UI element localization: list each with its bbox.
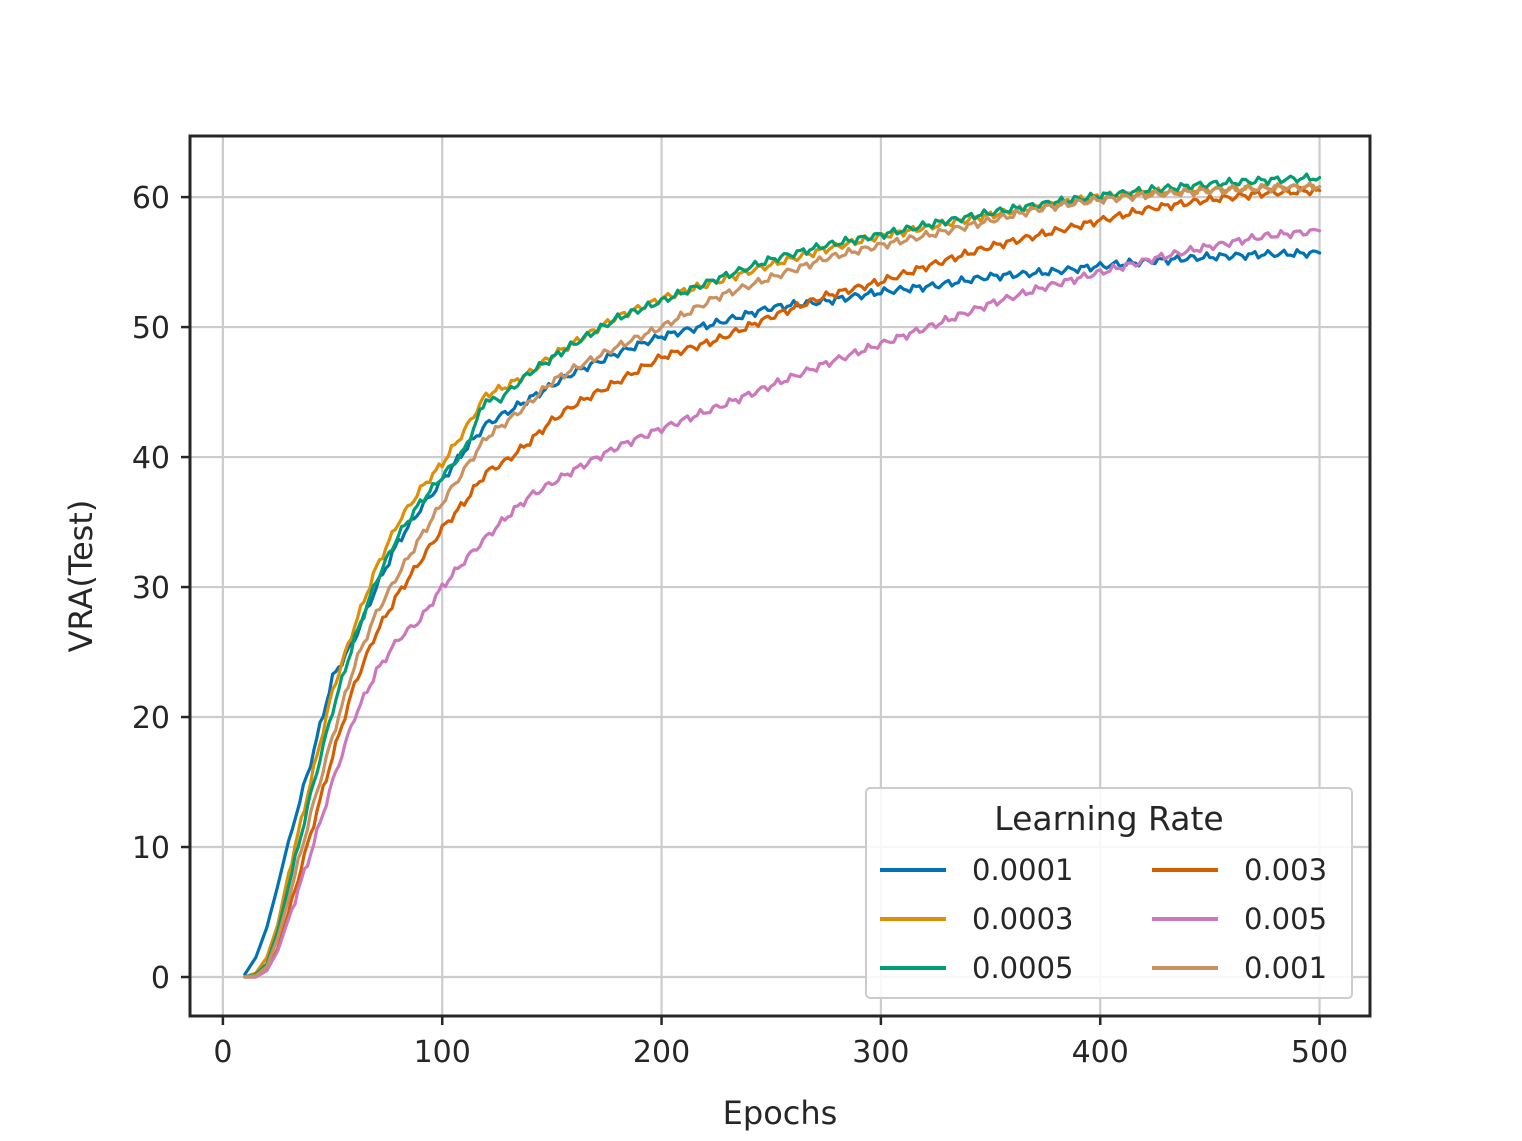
y-tick-label: 30 <box>132 571 170 606</box>
plot-frame <box>188 134 1372 1018</box>
x-axis-label: Epochs <box>723 1094 838 1132</box>
y-axis-label: VRA(Test) <box>62 500 100 653</box>
legend: Learning Rate 0.00010.00030.00050.0030.0… <box>865 787 1353 999</box>
legend-label: 0.0003 <box>972 902 1073 936</box>
series-line-0.001 <box>243 181 1322 979</box>
y-tick-label: 10 <box>132 831 170 866</box>
x-tick-label: 0 <box>213 1035 232 1070</box>
legend-entries: 0.0001 0.0003 0.0005 0.003 0.005 0.001 <box>880 853 1327 985</box>
y-tick-label: 0 <box>151 961 170 996</box>
legend-label: 0.001 <box>1244 951 1327 985</box>
series-line-0.003 <box>243 185 1322 979</box>
legend-label: 0.0001 <box>972 853 1073 887</box>
legend-box <box>865 787 1353 999</box>
x-tick-label: 400 <box>1072 1035 1129 1070</box>
y-tick-label: 40 <box>132 441 170 476</box>
grid <box>190 136 1370 1016</box>
x-tick-label: 200 <box>633 1035 690 1070</box>
y-tick-label: 20 <box>132 701 170 736</box>
series-lines <box>243 172 1322 979</box>
x-tick-label: 100 <box>414 1035 471 1070</box>
y-tick-label: 60 <box>132 181 170 216</box>
y-tick-label: 50 <box>132 311 170 346</box>
x-tick-label: 500 <box>1291 1035 1348 1070</box>
x-tick-label: 300 <box>852 1035 909 1070</box>
axis-ticks: 0 100 200 300 400 500 0 10 20 30 40 50 60 <box>132 181 1348 1070</box>
legend-label: 0.003 <box>1244 853 1327 887</box>
legend-label: 0.0005 <box>972 951 1073 985</box>
series-line-0.005 <box>243 227 1322 979</box>
legend-label: 0.005 <box>1244 902 1327 936</box>
legend-title: Learning Rate <box>994 799 1223 838</box>
